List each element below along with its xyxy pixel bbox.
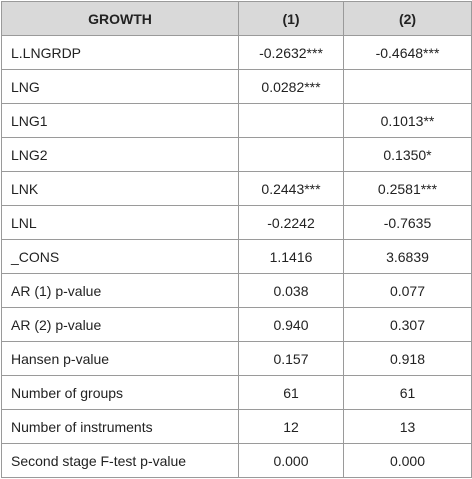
value-cell: 0.2443*** — [238, 171, 344, 206]
table-row: LNL -0.2242 -0.7635 — [1, 205, 472, 240]
table-row: Number of groups 61 61 — [1, 375, 472, 410]
table-row: LNG2 0.1350* — [1, 137, 472, 172]
table-row: AR (2) p-value 0.940 0.307 — [1, 307, 472, 342]
row-label: LNL — [1, 205, 239, 240]
value-cell: -0.2632*** — [238, 35, 344, 70]
value-cell: 13 — [343, 409, 472, 444]
value-cell: 0.940 — [238, 307, 344, 342]
value-cell: 0.918 — [343, 341, 472, 376]
value-cell: 0.077 — [343, 273, 472, 308]
table-row: Second stage F-test p-value 0.000 0.000 — [1, 443, 472, 478]
value-cell: 0.1350* — [343, 137, 472, 172]
value-cell: 3.6839 — [343, 239, 472, 274]
header-cell: (1) — [238, 1, 344, 36]
value-cell: -0.7635 — [343, 205, 472, 240]
row-label: LNG1 — [1, 103, 239, 138]
row-label: L.LNGRDP — [1, 35, 239, 70]
value-cell: 61 — [343, 375, 472, 410]
value-cell: 0.000 — [238, 443, 344, 478]
header-cell: (2) — [343, 1, 472, 36]
header-cell: GROWTH — [1, 1, 239, 36]
table-row: Hansen p-value 0.157 0.918 — [1, 341, 472, 376]
row-label: Hansen p-value — [1, 341, 239, 376]
row-label: AR (1) p-value — [1, 273, 239, 308]
value-cell — [343, 69, 472, 104]
table-body: L.LNGRDP -0.2632*** -0.4648*** LNG 0.0282***… — [1, 35, 472, 478]
row-label: LNG — [1, 69, 239, 104]
value-cell: -0.4648*** — [343, 35, 472, 70]
value-cell: 0.2581*** — [343, 171, 472, 206]
row-label: LNK — [1, 171, 239, 206]
value-cell: 0.0282*** — [238, 69, 344, 104]
table-row: LNG 0.0282*** — [1, 69, 472, 104]
row-label: Second stage F-test p-value — [1, 443, 239, 478]
value-cell — [238, 137, 344, 172]
value-cell: 0.1013** — [343, 103, 472, 138]
value-cell: 0.307 — [343, 307, 472, 342]
value-cell: 0.038 — [238, 273, 344, 308]
header-row: GROWTH (1) (2) — [1, 1, 472, 36]
value-cell: 1.1416 — [238, 239, 344, 274]
row-label: _CONS — [1, 239, 239, 274]
table-row: Number of instruments 12 13 — [1, 409, 472, 444]
table-row: LNK 0.2443*** 0.2581*** — [1, 171, 472, 206]
value-cell — [238, 103, 344, 138]
table-row: _CONS 1.1416 3.6839 — [1, 239, 472, 274]
row-label: LNG2 — [1, 137, 239, 172]
row-label: Number of instruments — [1, 409, 239, 444]
table-row: LNG1 0.1013** — [1, 103, 472, 138]
row-label: Number of groups — [1, 375, 239, 410]
value-cell: 0.000 — [343, 443, 472, 478]
table-row: L.LNGRDP -0.2632*** -0.4648*** — [1, 35, 472, 70]
value-cell: -0.2242 — [238, 205, 344, 240]
value-cell: 61 — [238, 375, 344, 410]
row-label: AR (2) p-value — [1, 307, 239, 342]
value-cell: 12 — [238, 409, 344, 444]
table-row: AR (1) p-value 0.038 0.077 — [1, 273, 472, 308]
value-cell: 0.157 — [238, 341, 344, 376]
